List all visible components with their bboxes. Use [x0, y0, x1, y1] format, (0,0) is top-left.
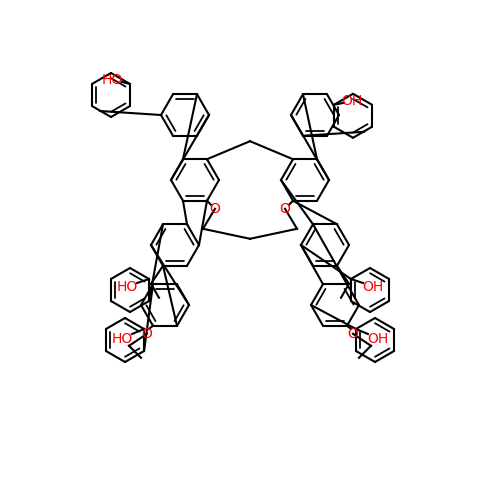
Text: O: O: [280, 202, 290, 216]
Text: HO: HO: [116, 280, 138, 294]
Text: O: O: [348, 327, 358, 341]
Text: HO: HO: [102, 73, 122, 87]
Text: O: O: [142, 327, 152, 341]
Text: HO: HO: [112, 332, 132, 346]
Text: OH: OH: [362, 280, 384, 294]
Text: O: O: [210, 202, 220, 216]
Text: OH: OH: [368, 332, 388, 346]
Text: OH: OH: [342, 94, 362, 108]
